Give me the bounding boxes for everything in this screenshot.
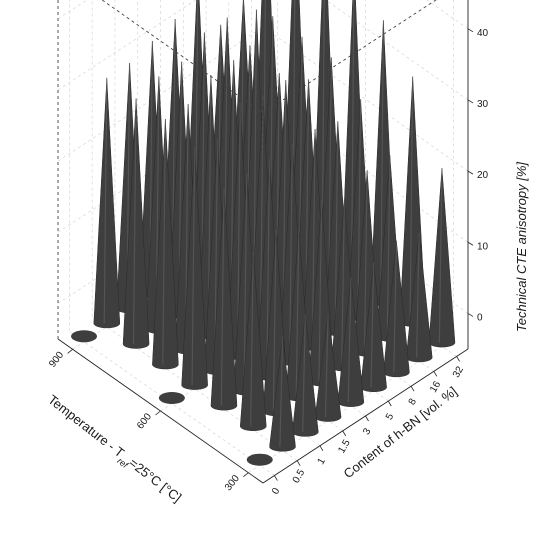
cone-highlight [191,146,196,386]
cone-highlight [302,314,306,432]
z-tick-label: 40 [477,28,489,39]
x-tick-label: 300 [223,473,242,493]
y-tick-mark [274,475,278,481]
y-tick-mark [433,371,438,377]
cone [246,453,273,466]
cone-body [122,98,150,349]
cone-highlight [347,277,352,403]
x-axis-title: Temperature - Tref=25°C [°C] [43,392,185,508]
x-tick-label: 900 [47,349,66,369]
z-tick-mark [467,170,474,175]
cone-body [239,251,267,432]
cone-highlight [415,232,420,358]
cone [71,330,98,343]
y-tick-mark [365,415,369,422]
cone [428,168,456,348]
y-tick-label: 3 [361,426,374,437]
frame-layer [57,0,474,484]
y-tick-mark [296,460,301,466]
z-tick-mark [467,241,474,246]
cone-highlight [328,57,332,296]
cone-highlight [341,199,345,367]
y-tick-label: 5 [384,411,397,422]
y-tick-mark [410,386,415,392]
cone-highlight [103,77,108,324]
cone-highlight [438,168,443,343]
cone [158,391,185,404]
x-axis-title-part-2: =25°C [°C] [126,455,184,505]
cone-highlight [272,229,277,412]
y-tick-label: 0 [270,486,283,497]
cone-highlight [250,251,254,427]
z-axis-title: Technical CTE anisotropy [%] [514,162,529,332]
cone-body [93,77,121,329]
y-tick-mark [456,356,460,362]
z-tick-label: 0 [477,312,483,323]
x-tick-mark [67,348,73,354]
x-tick-label: 600 [135,411,154,431]
cone-body [210,188,238,411]
y-tick-mark [342,430,347,437]
cone-highlight [237,102,241,356]
cone-highlight [350,0,355,281]
cone-highlight [295,229,300,397]
cone-highlight [162,119,166,365]
cone [269,336,296,452]
cone-disc [158,391,185,404]
z-tick-mark [467,313,474,317]
z-tick-mark [467,99,474,104]
y-tick-label: 8 [407,396,420,407]
cone-highlight [220,188,225,406]
x-tick-mark [155,410,161,416]
z-tick-label: 30 [477,99,489,110]
x-axis-title-part-1: Temperature - T [45,392,127,461]
y-tick-label: 16 [428,379,443,395]
cone-highlight [324,313,329,418]
x-tick-mark [243,472,249,478]
cone-highlight [279,336,284,447]
z-tick-label: 10 [477,241,489,252]
cone-highlight [357,99,362,317]
cone-highlight [289,143,293,362]
cone-layer [71,0,456,466]
y-tick-mark [319,445,324,451]
z-tick-label: 20 [477,170,489,181]
cone [239,251,267,432]
cone-body [181,146,208,390]
cone [152,119,179,370]
y-tick-label: 32 [451,364,466,380]
y-tick-label: 1 [316,456,329,467]
cone [93,77,121,329]
cone-highlight [311,129,316,347]
cone [210,188,238,411]
grid-line-z [57,0,88,20]
cone-highlight [321,0,325,261]
y-tick-mark [387,400,392,407]
cone-highlight [266,158,271,376]
frame-edge [262,0,437,114]
cone-highlight [380,20,384,302]
z-tick-mark [467,28,474,33]
cone-highlight [370,262,375,388]
cone-highlight [132,98,137,344]
cone-highlight [409,76,414,323]
cone-highlight [334,121,339,332]
cone-highlight [318,200,323,382]
cone-disc [71,330,98,343]
cone [181,146,208,390]
cone-disc [246,453,273,466]
y-tick-label: 0.5 [291,467,308,485]
cone [122,98,150,349]
cone-highlight [393,240,398,373]
cone-body [152,119,179,370]
y-tick-label: 1.5 [336,437,353,455]
cone-body [269,336,296,452]
cone-highlight [386,155,391,337]
cone-highlight [363,170,368,352]
grid-line-z [57,0,197,91]
cone-highlight [243,173,248,391]
